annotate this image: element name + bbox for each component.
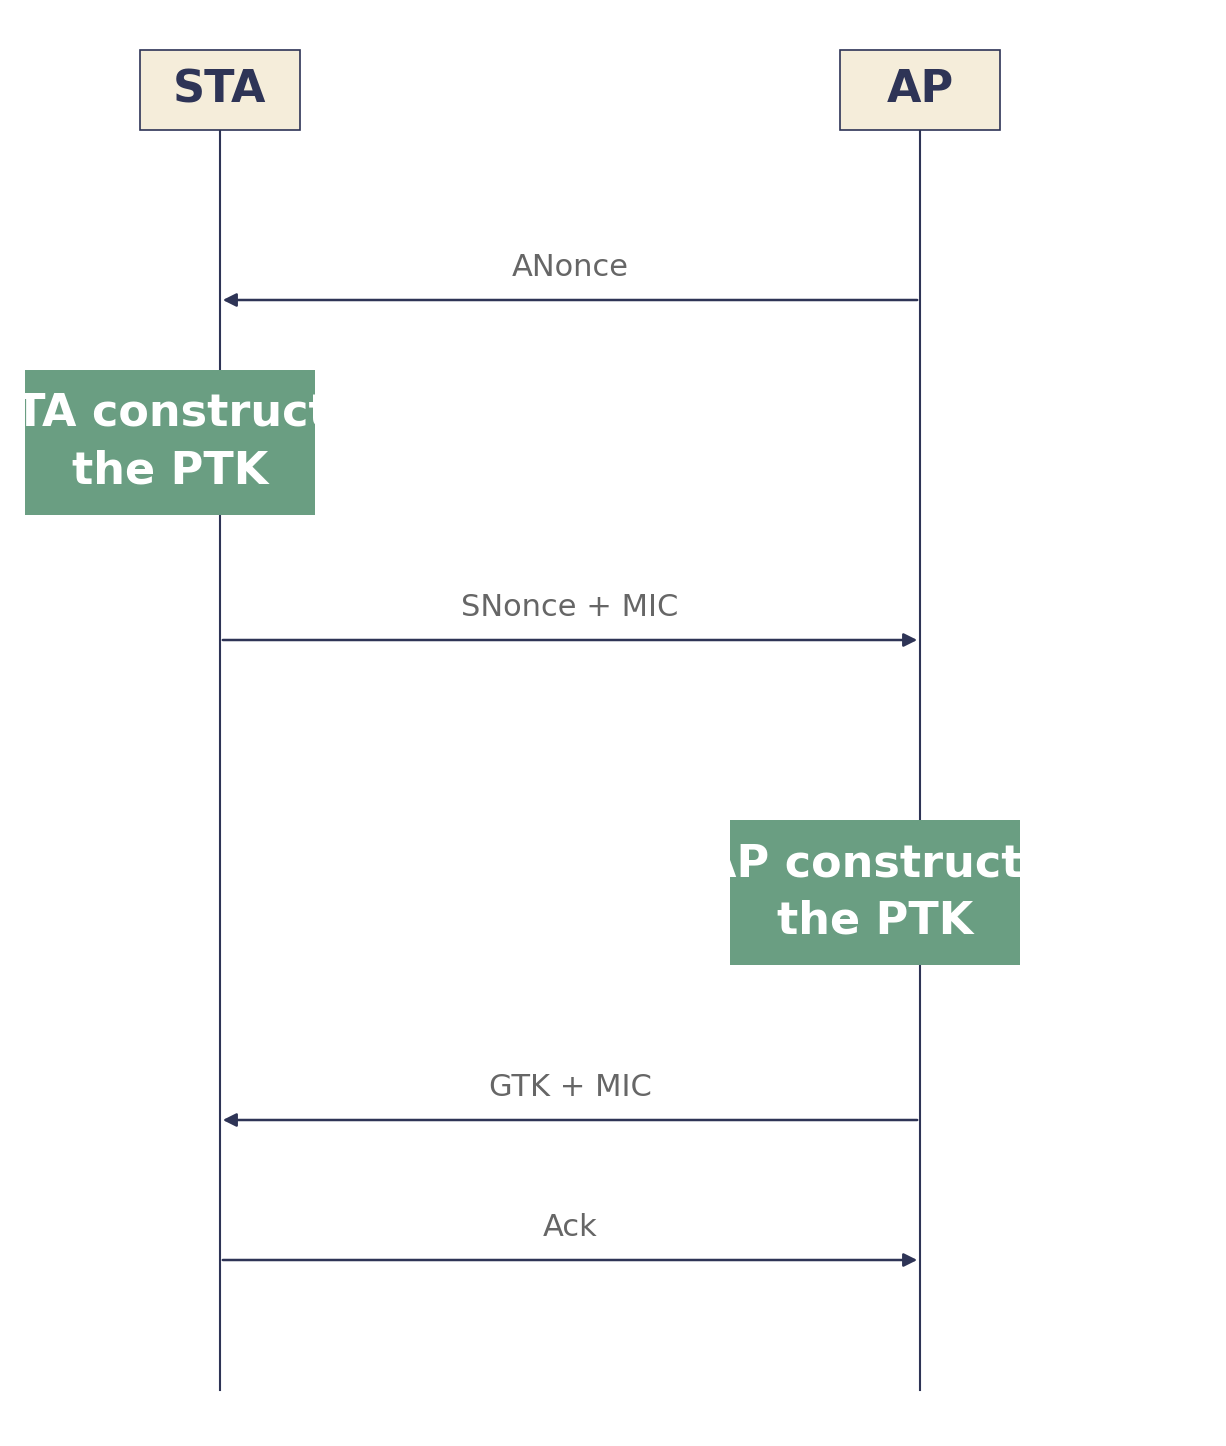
Text: GTK + MIC: GTK + MIC bbox=[489, 1073, 651, 1102]
Text: AP: AP bbox=[886, 68, 954, 111]
Text: SNonce + MIC: SNonce + MIC bbox=[461, 593, 679, 622]
FancyBboxPatch shape bbox=[840, 51, 1000, 130]
Text: Ack: Ack bbox=[543, 1213, 597, 1242]
Text: AP constructs
the PTK: AP constructs the PTK bbox=[701, 843, 1048, 943]
FancyBboxPatch shape bbox=[729, 820, 1020, 964]
Text: STA constructs
the PTK: STA constructs the PTK bbox=[0, 393, 357, 492]
FancyBboxPatch shape bbox=[140, 51, 300, 130]
FancyBboxPatch shape bbox=[25, 370, 315, 515]
Text: STA: STA bbox=[173, 68, 267, 111]
Text: ANonce: ANonce bbox=[511, 253, 629, 282]
